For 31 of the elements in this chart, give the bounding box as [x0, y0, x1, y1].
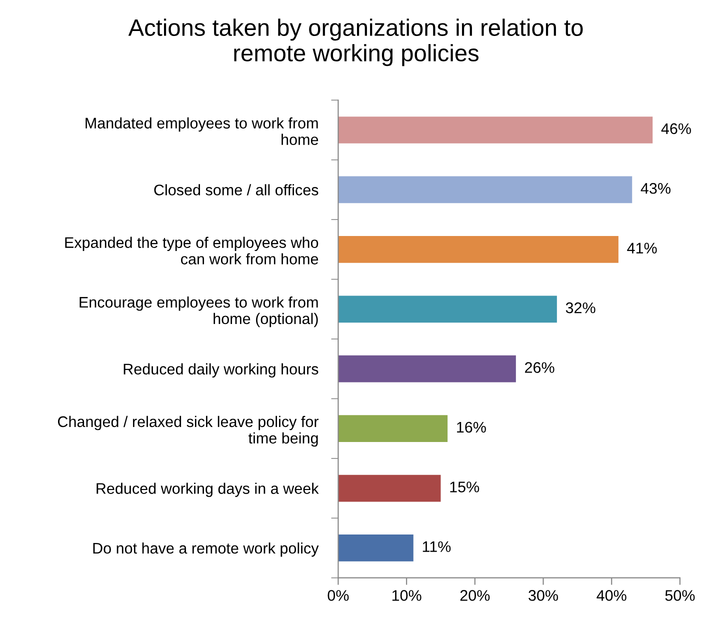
y-tick-label: Reduced daily working hours — [124, 363, 318, 378]
data-label: 15% — [450, 482, 480, 492]
x-tick-label: 10% — [392, 590, 422, 601]
x-tick-label: 0% — [328, 590, 349, 601]
data-label: 43% — [640, 182, 670, 194]
y-tick-label: Expanded the type of employees who can work from home — [65, 236, 318, 264]
data-label: 11% — [422, 541, 451, 552]
data-label: 46% — [661, 123, 691, 134]
y-tick-label: Closed some / all offices — [154, 184, 318, 196]
bar — [338, 534, 414, 562]
x-tick-label: 40% — [596, 590, 626, 601]
bar — [338, 296, 557, 323]
bar — [338, 236, 618, 263]
bar — [338, 355, 516, 382]
x-tick-label: 50% — [665, 590, 695, 601]
x-tick-label: 30% — [528, 590, 558, 601]
bar — [338, 415, 448, 442]
data-label: 32% — [566, 302, 596, 314]
x-tick-label: 20% — [460, 590, 490, 601]
data-label: 41% — [627, 242, 657, 254]
y-tick-label: Do not have a remote work policy — [93, 542, 319, 557]
chart-title: Actions taken by organizations in relation to remote working policies — [128, 18, 583, 66]
y-tick-label: Mandated employees to work from home — [86, 117, 318, 146]
data-label: 26% — [525, 362, 554, 373]
y-tick-label: Changed / relaxed sick leave policy for time being — [58, 416, 319, 447]
data-label: 16% — [457, 422, 486, 433]
y-tick-label: Reduced working days in a week — [96, 482, 319, 497]
bar — [338, 474, 441, 502]
y-tick-label: Encourage employees to work from home (optional) — [80, 296, 318, 328]
bar — [338, 116, 653, 144]
bar — [338, 176, 632, 204]
